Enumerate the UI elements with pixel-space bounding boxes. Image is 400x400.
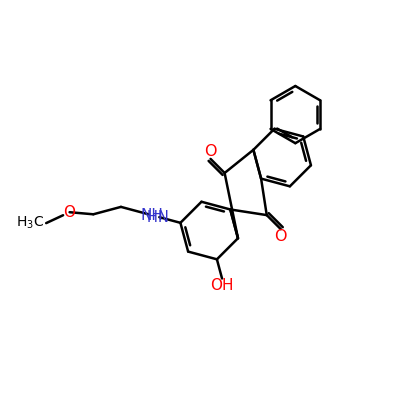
Text: O: O bbox=[274, 229, 287, 244]
Text: O: O bbox=[64, 205, 76, 220]
Text: OH: OH bbox=[210, 278, 234, 293]
Text: H$_3$C: H$_3$C bbox=[16, 215, 44, 231]
Text: N: N bbox=[157, 210, 168, 225]
Text: O: O bbox=[204, 144, 217, 159]
Text: NH: NH bbox=[141, 208, 164, 223]
Text: H: H bbox=[146, 210, 157, 225]
